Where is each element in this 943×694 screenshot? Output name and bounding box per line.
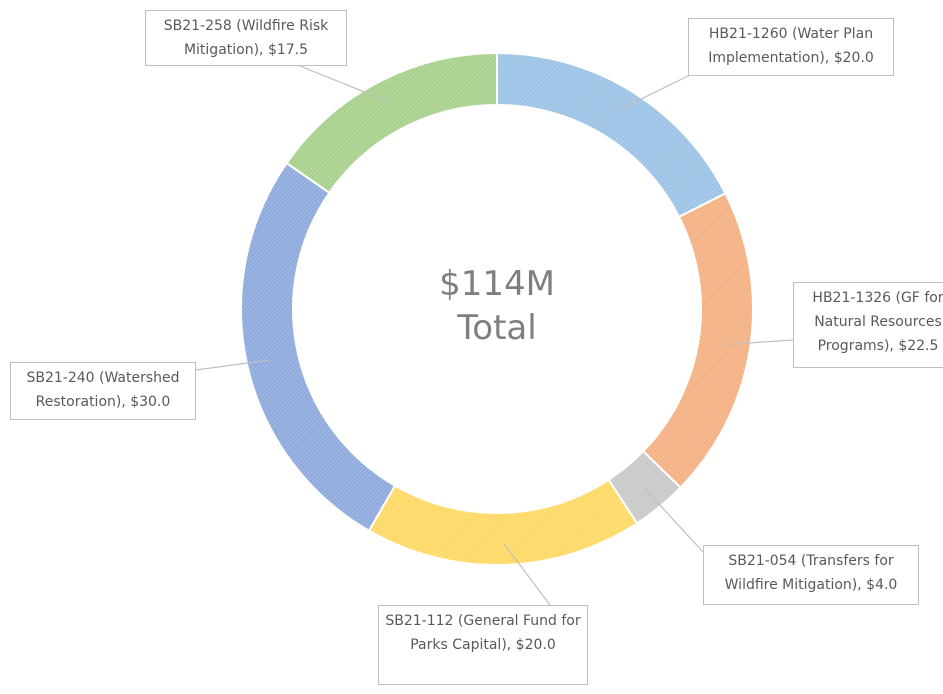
slice-hatch — [369, 479, 638, 565]
leader-line — [728, 339, 794, 345]
slice-hatch — [240, 163, 395, 531]
leader-line — [502, 542, 551, 606]
data-label: HB21-1260 (Water Plan Implementation), $… — [688, 18, 894, 76]
data-label: HB21-1326 (GF for Natural Resources Prog… — [793, 282, 943, 368]
leader-line — [619, 74, 691, 111]
center-label: $114M Total — [439, 264, 555, 348]
leader-line — [645, 489, 704, 553]
slice-hatch — [643, 193, 753, 488]
data-label: SB21-054 (Transfers for Wildfire Mitigat… — [703, 545, 919, 605]
data-label: SB21-258 (Wildfire Risk Mitigation), $17… — [145, 10, 347, 66]
slice-hatch — [286, 53, 497, 193]
data-label: SB21-240 (Watershed Restoration), $30.0 — [10, 362, 196, 420]
leader-line — [299, 65, 389, 103]
leader-line — [195, 359, 269, 371]
slice-hatch — [497, 53, 726, 217]
slice-hatch — [608, 451, 681, 524]
data-label: SB21-112 (General Fund for Parks Capital… — [378, 605, 588, 685]
